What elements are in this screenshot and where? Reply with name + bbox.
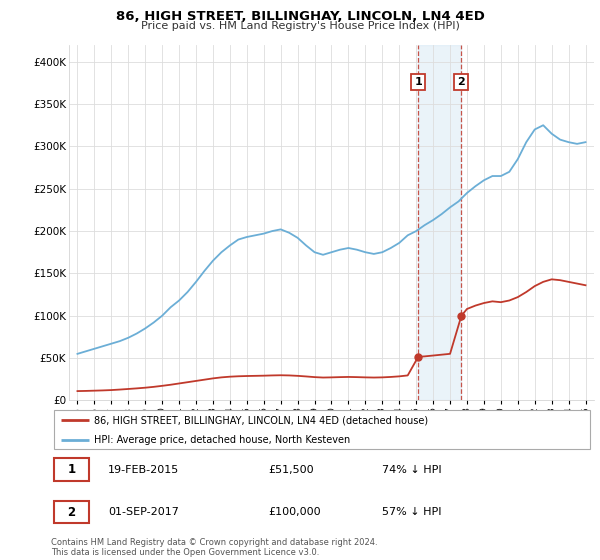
Text: Price paid vs. HM Land Registry's House Price Index (HPI): Price paid vs. HM Land Registry's House … [140,21,460,31]
Text: 86, HIGH STREET, BILLINGHAY, LINCOLN, LN4 4ED: 86, HIGH STREET, BILLINGHAY, LINCOLN, LN… [116,10,484,23]
Text: 57% ↓ HPI: 57% ↓ HPI [382,507,442,517]
Text: 86, HIGH STREET, BILLINGHAY, LINCOLN, LN4 4ED (detached house): 86, HIGH STREET, BILLINGHAY, LINCOLN, LN… [94,415,428,425]
Bar [418,45,461,400]
FancyBboxPatch shape [54,501,89,524]
Text: 1: 1 [68,463,76,477]
Text: 19-FEB-2015: 19-FEB-2015 [108,465,179,475]
Text: £51,500: £51,500 [268,465,314,475]
Text: 2: 2 [68,506,76,519]
FancyBboxPatch shape [54,410,590,449]
Text: 74% ↓ HPI: 74% ↓ HPI [382,465,442,475]
FancyBboxPatch shape [54,459,89,481]
Text: £100,000: £100,000 [268,507,321,517]
Text: 2: 2 [458,77,465,87]
Text: Contains HM Land Registry data © Crown copyright and database right 2024.
This d: Contains HM Land Registry data © Crown c… [51,538,377,557]
Text: HPI: Average price, detached house, North Kesteven: HPI: Average price, detached house, Nort… [94,435,350,445]
Text: 1: 1 [415,77,422,87]
Text: 01-SEP-2017: 01-SEP-2017 [108,507,179,517]
